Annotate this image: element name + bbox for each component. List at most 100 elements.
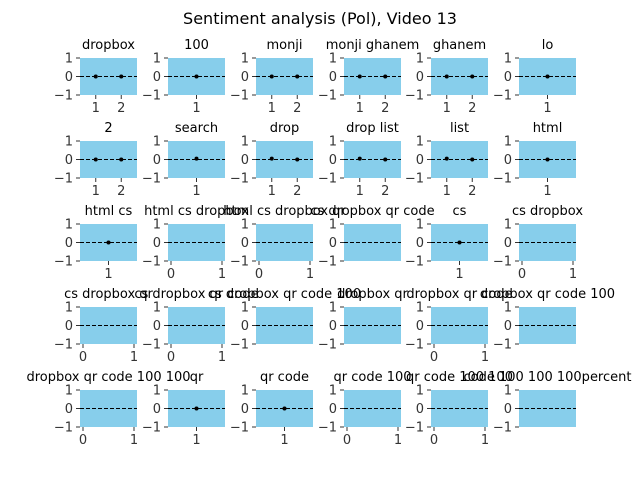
y-tick-label: 0: [504, 236, 512, 251]
y-tick-label: 0: [416, 402, 424, 417]
y-tick-label: 1: [504, 135, 512, 150]
panel: html cs 1 0 −1 1: [54, 204, 137, 282]
x-tick-label: 2: [381, 101, 389, 116]
y-tick-label: 1: [416, 384, 424, 399]
panel-title: 2: [104, 121, 112, 136]
y-tick-label: −1: [142, 89, 161, 104]
panel: dropbox qr1 0 −1: [318, 287, 409, 353]
x-tick-label: 0: [255, 267, 263, 282]
panel: dropbox 1 0 −1 1 2: [54, 38, 137, 116]
data-point: [357, 74, 362, 79]
x-tick-label: 2: [468, 184, 476, 199]
x-tick-label: 0: [167, 350, 175, 365]
panel: search 1 0 −1 1: [142, 121, 225, 199]
x-tick-label: 1: [92, 101, 100, 116]
y-tick-label: −1: [405, 255, 424, 270]
y-tick-label: 1: [153, 301, 161, 316]
x-tick-label: 1: [543, 184, 551, 199]
y-tick-label: 1: [65, 52, 73, 67]
x-tick-label: 1: [192, 184, 200, 199]
y-tick-label: 0: [153, 236, 161, 251]
y-tick-label: 0: [504, 402, 512, 417]
y-tick-label: −1: [142, 338, 161, 353]
y-tick-label: 1: [241, 135, 249, 150]
y-tick-label: 1: [504, 218, 512, 233]
y-tick-label: 1: [241, 218, 249, 233]
panel-title: dropbox qr code 100: [480, 287, 615, 302]
x-tick-label: 1: [394, 433, 402, 448]
data-point: [119, 74, 124, 79]
y-tick-label: 1: [153, 52, 161, 67]
y-tick-label: 1: [504, 384, 512, 399]
x-tick-label: 1: [92, 184, 100, 199]
panel: 100 1 0 −1 1: [142, 38, 225, 116]
x-tick-label: 1: [218, 350, 226, 365]
y-tick-label: −1: [493, 255, 512, 270]
x-tick-label: 2: [117, 184, 125, 199]
panel-title: code 100 100 100percent: [464, 370, 632, 385]
y-tick-label: 1: [329, 301, 337, 316]
y-tick-label: −1: [142, 255, 161, 270]
x-tick-label: 1: [268, 101, 276, 116]
panel-title: dropbox: [82, 38, 135, 53]
x-tick-label: 1: [569, 267, 577, 282]
y-tick-label: 0: [241, 236, 249, 251]
panel-title: cs dropbox qr code 100: [208, 287, 361, 302]
x-tick-label: 1: [192, 433, 200, 448]
panel: cs 1 0 −1 1: [405, 204, 488, 282]
panel-title: qr code 100: [333, 370, 411, 385]
y-tick-label: −1: [54, 338, 73, 353]
y-tick-label: 1: [153, 218, 161, 233]
panel-title: ghanem: [433, 38, 486, 53]
y-tick-label: 0: [65, 153, 73, 168]
y-tick-label: −1: [142, 172, 161, 187]
y-tick-label: 1: [241, 301, 249, 316]
y-tick-label: 0: [416, 70, 424, 85]
data-point: [282, 406, 287, 411]
y-tick-label: 1: [329, 384, 337, 399]
y-tick-label: 1: [65, 135, 73, 150]
panel-title: cs dropbox qr code: [310, 204, 434, 219]
y-tick-label: −1: [318, 338, 337, 353]
data-point: [383, 74, 388, 79]
y-tick-label: 1: [241, 384, 249, 399]
x-tick-label: 0: [430, 350, 438, 365]
x-tick-label: 1: [104, 267, 112, 282]
y-tick-label: −1: [230, 421, 249, 436]
data-point: [383, 157, 388, 162]
panel: qr 1 0 −1 1: [142, 370, 225, 448]
panel-title: html cs: [85, 204, 133, 219]
y-tick-label: −1: [405, 338, 424, 353]
x-tick-label: 1: [268, 184, 276, 199]
y-tick-label: 1: [65, 384, 73, 399]
panel: lo 1 0 −1 1: [493, 38, 576, 116]
data-point: [470, 157, 475, 162]
panel-title: list: [450, 121, 469, 136]
x-tick-label: 2: [468, 101, 476, 116]
x-tick-label: 1: [192, 101, 200, 116]
y-tick-label: −1: [54, 172, 73, 187]
y-tick-label: −1: [318, 255, 337, 270]
y-tick-label: −1: [54, 89, 73, 104]
data-point: [457, 240, 462, 245]
y-tick-label: 0: [329, 402, 337, 417]
x-tick-label: 1: [356, 101, 364, 116]
y-tick-label: 1: [153, 384, 161, 399]
y-tick-label: 1: [504, 52, 512, 67]
panel-title: 100: [184, 38, 209, 53]
panel-title: dropbox qr code 100 100: [26, 370, 190, 385]
y-tick-label: 0: [65, 236, 73, 251]
y-tick-label: 0: [241, 70, 249, 85]
data-point: [295, 157, 300, 162]
y-tick-label: 0: [153, 153, 161, 168]
y-tick-label: −1: [230, 89, 249, 104]
x-tick-label: 1: [356, 184, 364, 199]
